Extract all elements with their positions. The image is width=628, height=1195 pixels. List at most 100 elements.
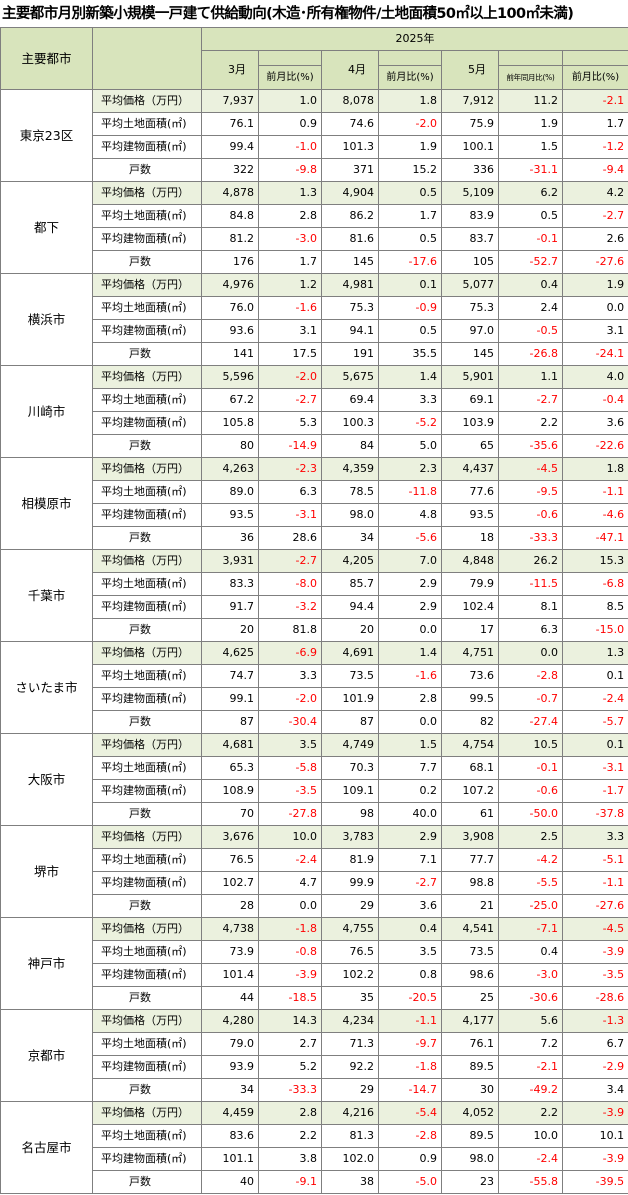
value-cell: 2.2 (258, 1124, 322, 1148)
value-cell: 5,109 (441, 181, 499, 205)
value-cell: 65 (441, 434, 499, 458)
row-label: 平均土地面積(㎡) (92, 112, 202, 136)
value-cell: 1.9 (498, 112, 563, 136)
row-label: 平均土地面積(㎡) (92, 388, 202, 412)
value-cell: 4,052 (441, 1101, 499, 1125)
value-cell: -33.3 (498, 526, 563, 550)
value-cell: 10.0 (258, 825, 322, 849)
table-row: 平均土地面積(㎡) 76.0 -1.6 75.3 -0.9 75.3 2.4 0.0 (1, 296, 628, 320)
value-cell: 97.0 (441, 319, 499, 343)
value-cell: 70 (201, 802, 259, 826)
value-cell: 3,908 (441, 825, 499, 849)
value-cell: 91.7 (201, 595, 259, 619)
value-cell: 3.3 (258, 664, 322, 688)
value-cell: -27.6 (561, 894, 628, 918)
value-cell: 1.8 (378, 89, 442, 113)
value-cell: 1.3 (561, 641, 628, 665)
value-cell: -9.7 (378, 1032, 442, 1056)
value-cell: -1.1 (561, 871, 628, 895)
table-row: 平均土地面積(㎡) 65.3 -5.8 70.3 7.7 68.1 -0.1 -3.1 (1, 756, 628, 780)
value-cell: 101.9 (321, 687, 379, 711)
value-cell: 20 (321, 618, 379, 642)
value-cell: -3.9 (561, 1147, 628, 1171)
value-cell: 322 (201, 158, 259, 182)
value-cell: -28.6 (561, 986, 628, 1010)
value-cell: -5.8 (258, 756, 322, 780)
value-cell: 4,749 (321, 733, 379, 757)
value-cell: 10.0 (498, 1124, 563, 1148)
value-cell: 2.8 (378, 687, 442, 711)
value-cell: 25 (441, 986, 499, 1010)
item-column-header (92, 27, 202, 90)
value-cell: 2.8 (258, 1101, 322, 1125)
value-cell: 4,459 (201, 1101, 259, 1125)
value-cell: -1.0 (258, 135, 322, 159)
row-label: 平均価格（万円） (92, 549, 202, 573)
value-cell: 100.3 (321, 411, 379, 435)
value-cell: 20 (201, 618, 259, 642)
value-cell: 102.0 (321, 1147, 379, 1171)
table-row: 平均建物面積(㎡) 81.2 -3.0 81.6 0.5 83.7 -0.1 2.6 (1, 227, 628, 251)
value-cell: 76.1 (201, 112, 259, 136)
value-cell: 75.3 (321, 296, 379, 320)
value-cell: -2.7 (498, 388, 563, 412)
value-cell: 10.5 (498, 733, 563, 757)
row-label: 平均土地面積(㎡) (92, 1032, 202, 1056)
value-cell: 1.5 (498, 135, 563, 159)
value-cell: 21 (441, 894, 499, 918)
row-label: 平均建物面積(㎡) (92, 319, 202, 343)
value-cell: 81.3 (321, 1124, 379, 1148)
value-cell: -9.8 (258, 158, 322, 182)
value-cell: -3.9 (561, 940, 628, 964)
value-cell: 0.5 (498, 204, 563, 228)
value-cell: -47.1 (561, 526, 628, 550)
value-cell: 0.1 (378, 273, 442, 297)
value-cell: 34 (201, 1078, 259, 1102)
value-cell: 79.9 (441, 572, 499, 596)
value-cell: 4,681 (201, 733, 259, 757)
value-cell: 87 (201, 710, 259, 734)
row-label: 平均価格（万円） (92, 89, 202, 113)
value-cell: -14.7 (378, 1078, 442, 1102)
value-cell: -11.5 (498, 572, 563, 596)
row-label: 平均建物面積(㎡) (92, 1055, 202, 1079)
value-cell: 36 (201, 526, 259, 550)
row-label: 戸数 (92, 802, 202, 826)
table-row: 戸数 141 17.5 191 35.5 145 -26.8 -24.1 (1, 342, 628, 366)
table-row: 平均建物面積(㎡) 99.4 -1.0 101.3 1.9 100.1 1.5 -1.2 (1, 135, 628, 159)
value-cell: 0.5 (378, 319, 442, 343)
value-cell: 11.2 (498, 89, 563, 113)
value-cell: 35 (321, 986, 379, 1010)
value-cell: 5.6 (498, 1009, 563, 1033)
value-cell: -4.5 (561, 917, 628, 941)
value-cell: 28 (201, 894, 259, 918)
value-cell: 102.2 (321, 963, 379, 987)
value-cell: -4.2 (498, 848, 563, 872)
value-cell: 0.9 (258, 112, 322, 136)
table-row: 平均建物面積(㎡) 108.9 -3.5 109.1 0.2 107.2 -0.6 -1.7 (1, 779, 628, 803)
value-cell: 0.1 (561, 664, 628, 688)
value-cell: 73.6 (441, 664, 499, 688)
city-name: 川崎市 (0, 365, 93, 458)
table-row: さいたま市 平均価格（万円） 4,625 -6.9 4,691 1.4 4,751 0.0 1.… (0, 641, 628, 734)
value-cell: -1.1 (378, 1009, 442, 1033)
value-cell: -0.4 (561, 388, 628, 412)
value-cell: 84.8 (201, 204, 259, 228)
value-cell: -0.7 (498, 687, 563, 711)
table-row: 戸数 40 -9.1 38 -5.0 23 -55.8 -39.5 (1, 1170, 628, 1194)
value-cell: 2.5 (498, 825, 563, 849)
row-label: 平均建物面積(㎡) (92, 503, 202, 527)
value-cell: 0.4 (498, 273, 563, 297)
value-cell: 100.1 (441, 135, 499, 159)
value-cell: 84 (321, 434, 379, 458)
table-row: 堺市 平均価格（万円） 3,676 10.0 3,783 2.9 3,908 2.5 3.3 (0, 825, 628, 918)
value-cell: 73.9 (201, 940, 259, 964)
value-cell: -1.2 (561, 135, 628, 159)
value-cell: -9.1 (258, 1170, 322, 1194)
row-label: 戸数 (92, 526, 202, 550)
row-label: 平均土地面積(㎡) (92, 572, 202, 596)
value-cell: 5,675 (321, 365, 379, 389)
table-row: 平均土地面積(㎡) 89.0 6.3 78.5 -11.8 77.6 -9.5 -1.1 (1, 480, 628, 504)
value-cell: 87 (321, 710, 379, 734)
page-title: 主要都市月別新築小規模一戸建て供給動向(木造･所有権物件/土地面積50㎡以上10… (2, 6, 574, 22)
